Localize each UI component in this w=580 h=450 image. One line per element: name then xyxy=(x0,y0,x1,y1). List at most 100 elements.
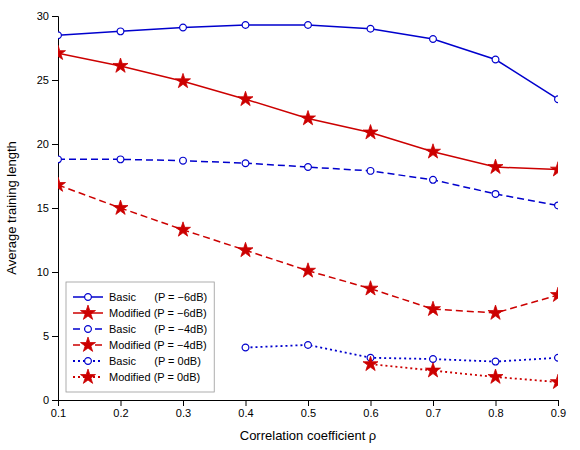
tick-label: 30 xyxy=(37,10,49,22)
legend-entry: Basic (P = −4dB) xyxy=(73,323,207,335)
line xyxy=(58,25,558,99)
point xyxy=(58,45,66,59)
legend-marker xyxy=(85,358,92,365)
tick-label: 10 xyxy=(37,266,49,278)
legend-label: Basic (P = 0dB) xyxy=(109,355,201,367)
point xyxy=(117,28,124,35)
tick-label: 0.3 xyxy=(176,407,191,419)
point xyxy=(305,342,312,349)
legend-label: Modified (P = −6dB) xyxy=(109,307,207,319)
tick-mark xyxy=(52,336,58,337)
tick: 10 xyxy=(37,266,58,278)
legend-marker xyxy=(80,305,95,319)
legend-entry: Modified (P = −6dB) xyxy=(73,305,207,319)
point xyxy=(58,32,61,39)
legend-entry: Basic (P = 0dB) xyxy=(73,355,201,367)
line xyxy=(371,364,559,382)
point xyxy=(555,202,558,209)
point xyxy=(305,164,312,171)
point xyxy=(425,301,440,315)
tick: 5 xyxy=(43,330,58,342)
tick: 15 xyxy=(37,202,58,214)
legend-marker xyxy=(80,369,95,383)
point xyxy=(363,125,378,139)
tick: 0.1 xyxy=(51,400,66,419)
legend-label: Basic (P = −6dB) xyxy=(109,291,207,303)
tick-mark xyxy=(52,80,58,81)
point xyxy=(550,374,558,388)
tick-label: 0.1 xyxy=(51,407,66,419)
tick-mark xyxy=(52,16,58,17)
point xyxy=(300,111,315,125)
tick-label: 0.9 xyxy=(551,407,566,419)
legend-label: Modified (P = 0dB) xyxy=(109,371,200,383)
legend-marker xyxy=(85,326,92,333)
legend: Basic (P = −6dB) Modified (P = −6dB) Basic… xyxy=(66,282,214,392)
series xyxy=(58,156,558,209)
tick-mark xyxy=(52,272,58,273)
line xyxy=(58,159,558,205)
point xyxy=(367,25,374,32)
point xyxy=(488,369,503,383)
point xyxy=(430,36,437,43)
point xyxy=(488,159,503,173)
series xyxy=(363,356,558,388)
tick-mark xyxy=(52,208,58,209)
point xyxy=(430,176,437,183)
axis-line xyxy=(59,401,559,407)
point xyxy=(550,162,558,176)
point xyxy=(180,24,187,31)
point xyxy=(238,242,253,256)
tick-mark xyxy=(121,400,122,406)
tick-label: 20 xyxy=(37,138,49,150)
line xyxy=(246,345,559,362)
tick: 0.6 xyxy=(363,400,378,419)
point xyxy=(238,91,253,105)
point xyxy=(425,144,440,158)
tick: 0.4 xyxy=(238,400,253,419)
tick: 30 xyxy=(37,10,58,22)
point xyxy=(363,356,378,370)
tick-label: 15 xyxy=(37,202,49,214)
tick-mark xyxy=(496,400,497,406)
tick: 25 xyxy=(37,74,58,86)
legend-entry: Modified (P = −4dB) xyxy=(73,337,207,351)
tick-mark xyxy=(558,400,559,406)
point xyxy=(492,191,499,198)
point xyxy=(425,363,440,377)
tick-label: 0.7 xyxy=(426,407,441,419)
point xyxy=(300,263,315,277)
tick-mark xyxy=(433,400,434,406)
point xyxy=(305,22,312,29)
tick-mark xyxy=(308,400,309,406)
series xyxy=(58,45,558,176)
legend-marker xyxy=(80,337,95,351)
point xyxy=(488,305,503,319)
tick-label: 0.4 xyxy=(238,407,253,419)
line xyxy=(58,185,558,313)
tick: 0.7 xyxy=(426,400,441,419)
line xyxy=(58,53,558,169)
point xyxy=(117,156,124,163)
point xyxy=(492,358,499,365)
y-axis-title: Average training length xyxy=(4,141,19,274)
point xyxy=(113,58,128,72)
tick: 0.9 xyxy=(551,400,566,419)
tick-label: 0.5 xyxy=(301,407,316,419)
point xyxy=(175,222,190,236)
series xyxy=(58,22,558,103)
point xyxy=(492,56,499,63)
tick: 0.8 xyxy=(488,400,503,419)
series xyxy=(242,342,558,365)
tick: 0.3 xyxy=(176,400,191,419)
x-axis: 0.10.20.30.40.50.60.70.80.9 xyxy=(51,400,566,419)
point xyxy=(363,281,378,295)
point xyxy=(58,156,61,163)
tick-mark xyxy=(183,400,184,406)
marks xyxy=(58,22,558,389)
tick-label: 0.8 xyxy=(488,407,503,419)
point xyxy=(113,200,128,214)
chart: 0.10.20.30.40.50.60.70.80.9051015202530B… xyxy=(0,0,580,450)
tick-mark xyxy=(371,400,372,406)
point xyxy=(367,167,374,174)
